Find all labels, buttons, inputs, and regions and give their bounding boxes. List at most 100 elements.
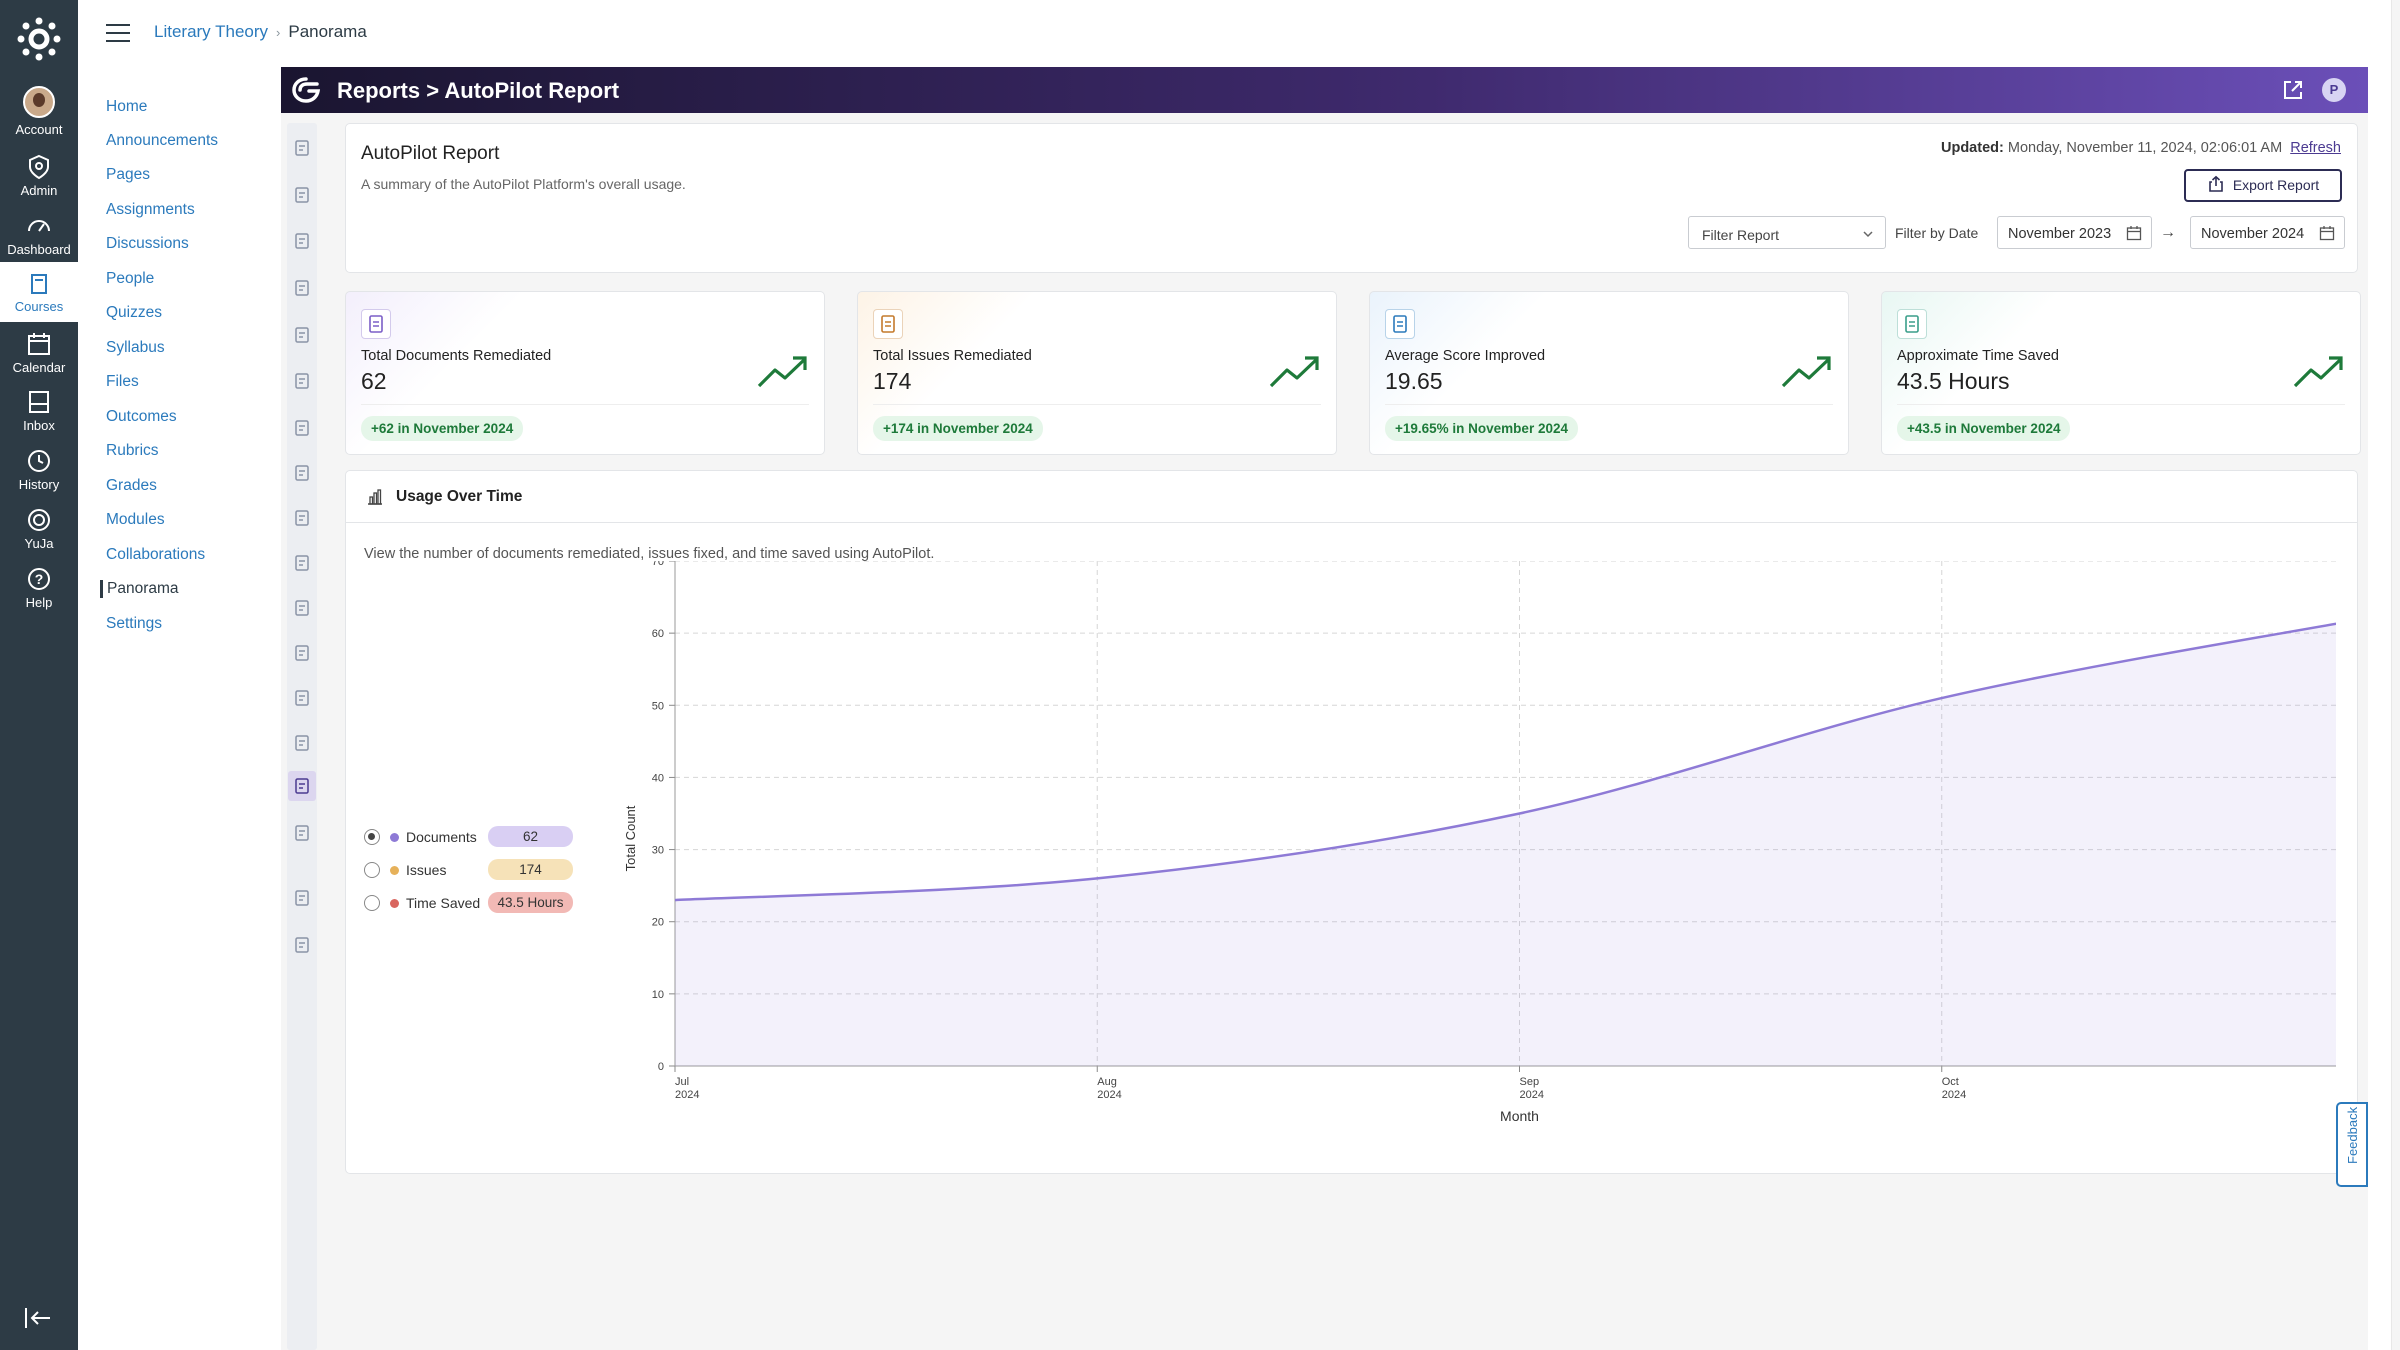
course-nav-outcomes[interactable]: Outcomes <box>106 408 177 425</box>
course-nav-settings[interactable]: Settings <box>106 615 163 632</box>
course-nav-pages[interactable]: Pages <box>106 166 150 183</box>
global-nav-inbox[interactable]: Inbox <box>0 389 78 433</box>
y-tick-label: 20 <box>652 917 664 929</box>
y-tick-label: 30 <box>652 845 664 857</box>
legend-item-issues[interactable]: Issues 174 <box>364 856 584 889</box>
course-nav-modules[interactable]: Modules <box>106 511 165 528</box>
checklist-tool-icon[interactable] <box>292 185 312 205</box>
y-tick-label: 0 <box>658 1061 664 1073</box>
window-tool-icon[interactable] <box>292 688 312 708</box>
feedback-tab[interactable]: Feedback <box>2336 1102 2368 1187</box>
panel-header: Reports > AutoPilot Report P <box>281 67 2368 113</box>
y-tick-label: 50 <box>652 700 664 712</box>
breadcrumb-separator-icon: › <box>276 25 281 40</box>
divider <box>361 404 809 405</box>
tablet-tool-icon[interactable] <box>292 823 312 843</box>
database-tool-icon[interactable] <box>292 643 312 663</box>
y-tick-label: 10 <box>652 989 664 1001</box>
course-nav-syllabus[interactable]: Syllabus <box>106 339 165 356</box>
course-nav-grades[interactable]: Grades <box>106 477 157 494</box>
course-nav-collaborations[interactable]: Collaborations <box>106 546 206 563</box>
breadcrumb-course-link[interactable]: Literary Theory <box>154 22 269 41</box>
global-nav-yuja[interactable]: YuJa <box>0 507 78 551</box>
global-nav-admin[interactable]: Admin <box>0 154 78 198</box>
sliders-tool-icon[interactable] <box>292 888 312 908</box>
arrow-right-icon: → <box>2160 224 2176 241</box>
score-up-icon <box>1385 309 1415 339</box>
people-tool-icon[interactable] <box>292 371 312 391</box>
series-total-pill: 62 <box>488 826 573 847</box>
file-c-tool-icon[interactable] <box>292 733 312 753</box>
canvas-logo-icon[interactable] <box>17 17 61 61</box>
scrollbar[interactable] <box>2391 0 2400 1350</box>
global-nav-history[interactable]: History <box>0 448 78 492</box>
course-nav-files[interactable]: Files <box>106 373 139 390</box>
course-nav-rubrics[interactable]: Rubrics <box>106 442 159 459</box>
legend-item-time-saved[interactable]: Time Saved 43.5 Hours <box>364 889 584 922</box>
usage-header: Usage Over Time <box>346 471 2357 523</box>
course-nav-assignments[interactable]: Assignments <box>106 201 195 218</box>
x-axis-label: Month <box>1500 1108 1539 1124</box>
series-radio[interactable] <box>364 829 380 845</box>
report-description: A summary of the AutoPilot Platform's ov… <box>361 176 686 192</box>
global-nav-courses[interactable]: Courses <box>0 262 78 322</box>
file-a-tool-icon[interactable] <box>292 553 312 573</box>
course-nav-home[interactable]: Home <box>106 98 148 115</box>
graduation-tool-icon[interactable] <box>292 508 312 528</box>
x-tick-year: 2024 <box>675 1089 699 1101</box>
global-nav-calendar[interactable]: Calendar <box>0 331 78 375</box>
panorama-tool-sidebar <box>287 123 317 1350</box>
y-tick-label: 40 <box>652 772 664 784</box>
course-nav-discussions[interactable]: Discussions <box>106 235 189 252</box>
stat-label: Total Issues Remediated <box>873 348 1032 364</box>
course-nav-panorama[interactable]: Panorama <box>100 580 179 598</box>
signature-tool-icon[interactable] <box>292 418 312 438</box>
calendar-icon <box>28 333 50 355</box>
file-scan-tool-icon[interactable] <box>292 231 312 251</box>
autopilot-tool-icon[interactable] <box>288 771 316 801</box>
course-nav-announcements[interactable]: Announcements <box>106 132 219 149</box>
stat-card: Total Documents Remediated 62 +62 in Novem… <box>345 291 825 455</box>
megaphone-tool-icon[interactable] <box>292 325 312 345</box>
collapse-nav-icon[interactable] <box>24 1306 54 1330</box>
course-nav-people[interactable]: People <box>106 270 155 287</box>
open-external-icon[interactable] <box>2282 79 2304 101</box>
star-tool-icon[interactable] <box>292 278 312 298</box>
stat-value: 19.65 <box>1385 368 1443 394</box>
global-nav-help[interactable]: ? Help <box>0 566 78 610</box>
export-report-button[interactable]: Export Report <box>2184 169 2342 202</box>
export-icon <box>2209 175 2223 192</box>
x-tick-month: Aug <box>1097 1076 1117 1088</box>
divider <box>1897 404 2345 405</box>
series-radio[interactable] <box>364 895 380 911</box>
file-b-tool-icon[interactable] <box>292 598 312 618</box>
dashboard-icon <box>28 220 50 232</box>
global-nav-account[interactable]: Account <box>0 86 78 137</box>
y-axis-label: Total Count <box>623 805 638 871</box>
trend-up-icon <box>1781 356 1831 388</box>
updated-info: Updated: Monday, November 11, 2024, 02:0… <box>1941 140 2341 156</box>
course-nav-quizzes[interactable]: Quizzes <box>106 304 162 321</box>
filter-report-select[interactable]: Filter Report <box>1688 216 1886 249</box>
stat-value: 62 <box>361 368 387 394</box>
date-from-field[interactable]: November 2023 <box>1997 216 2152 249</box>
hamburger-menu-icon[interactable] <box>106 24 130 42</box>
calendar-icon <box>2319 226 2335 241</box>
clock-icon <box>1897 309 1927 339</box>
user-avatar[interactable]: P <box>2322 78 2346 102</box>
global-nav-dashboard[interactable]: Dashboard <box>0 213 78 257</box>
stat-card: Approximate Time Saved 43.5 Hours +43.5 in… <box>1881 291 2361 455</box>
y-tick-label: 70 <box>652 561 664 568</box>
refresh-link[interactable]: Refresh <box>2290 140 2341 156</box>
stat-change-badge: +62 in November 2024 <box>361 416 524 441</box>
line-chart-tool-icon[interactable] <box>292 463 312 483</box>
series-radio[interactable] <box>364 862 380 878</box>
legend-item-documents[interactable]: Documents 62 <box>364 823 584 856</box>
overview-tool-icon[interactable] <box>292 138 312 158</box>
layers-tool-icon[interactable] <box>292 935 312 955</box>
file-issue-icon <box>873 309 903 339</box>
series-total-pill: 43.5 Hours <box>488 892 573 913</box>
series-name: Time Saved <box>406 895 481 911</box>
date-to-field[interactable]: November 2024 <box>2190 216 2345 249</box>
series-color-dot <box>390 866 399 875</box>
